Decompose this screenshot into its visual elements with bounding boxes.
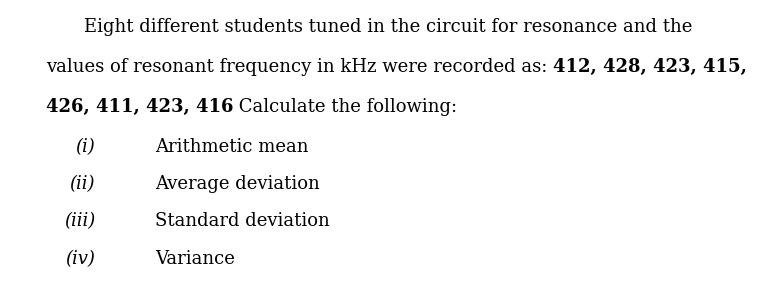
Text: (ii): (ii) [70,175,95,193]
Text: Variance: Variance [155,250,235,268]
Text: Standard deviation: Standard deviation [155,212,330,230]
Text: 426, 411, 423, 416: 426, 411, 423, 416 [46,98,234,116]
Text: 426, 411, 423, 416: 426, 411, 423, 416 [46,98,234,116]
Text: Calculate the following:: Calculate the following: [234,98,457,116]
Text: 412, 428, 423, 415,: 412, 428, 423, 415, [553,58,747,76]
Text: Average deviation: Average deviation [155,175,320,193]
Text: (iv): (iv) [65,250,95,268]
Text: values of resonant frequency in kHz were recorded as: 412, 428, 423, 415,: values of resonant frequency in kHz were… [46,58,730,76]
Text: (iii): (iii) [64,212,95,230]
Text: Arithmetic mean: Arithmetic mean [155,138,309,156]
Text: values of resonant frequency in kHz were recorded as:: values of resonant frequency in kHz were… [0,58,508,76]
Text: Eight different students tuned in the circuit for resonance and the: Eight different students tuned in the ci… [84,18,692,36]
Text: values of resonant frequency in kHz were recorded as:: values of resonant frequency in kHz were… [46,58,553,76]
Text: (i): (i) [75,138,95,156]
